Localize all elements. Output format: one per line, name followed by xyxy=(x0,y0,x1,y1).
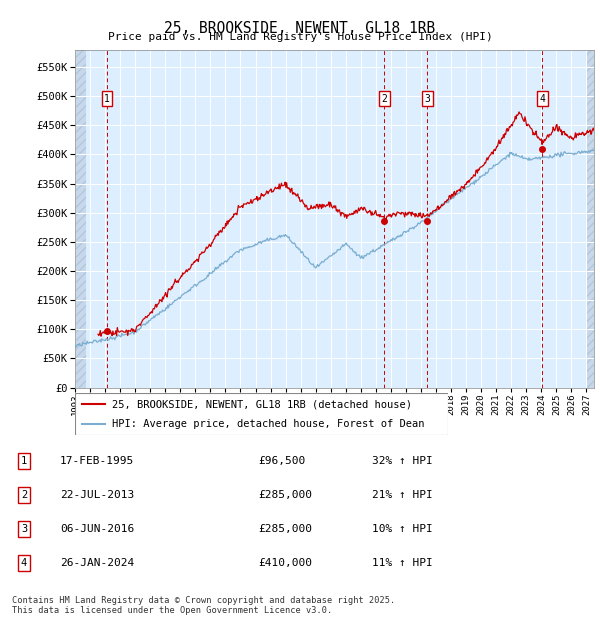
Text: 06-JUN-2016: 06-JUN-2016 xyxy=(60,524,134,534)
FancyBboxPatch shape xyxy=(75,393,448,435)
Text: 25, BROOKSIDE, NEWENT, GL18 1RB (detached house): 25, BROOKSIDE, NEWENT, GL18 1RB (detache… xyxy=(112,399,412,409)
Text: 17-FEB-1995: 17-FEB-1995 xyxy=(60,456,134,466)
Text: 1: 1 xyxy=(21,456,27,466)
Bar xyxy=(75,50,86,388)
Text: 4: 4 xyxy=(21,558,27,568)
Text: 10% ↑ HPI: 10% ↑ HPI xyxy=(372,524,433,534)
Text: 22-JUL-2013: 22-JUL-2013 xyxy=(60,490,134,500)
Text: 3: 3 xyxy=(21,524,27,534)
Text: 11% ↑ HPI: 11% ↑ HPI xyxy=(372,558,433,568)
Text: £96,500: £96,500 xyxy=(258,456,305,466)
Text: 2: 2 xyxy=(381,94,387,104)
Text: £285,000: £285,000 xyxy=(258,524,312,534)
Text: 21% ↑ HPI: 21% ↑ HPI xyxy=(372,490,433,500)
Bar xyxy=(586,50,594,388)
Text: 25, BROOKSIDE, NEWENT, GL18 1RB: 25, BROOKSIDE, NEWENT, GL18 1RB xyxy=(164,21,436,36)
Text: £285,000: £285,000 xyxy=(258,490,312,500)
Text: 4: 4 xyxy=(539,94,545,104)
Text: 2: 2 xyxy=(21,490,27,500)
Text: 32% ↑ HPI: 32% ↑ HPI xyxy=(372,456,433,466)
Text: 26-JAN-2024: 26-JAN-2024 xyxy=(60,558,134,568)
Text: 3: 3 xyxy=(425,94,430,104)
Text: Contains HM Land Registry data © Crown copyright and database right 2025.
This d: Contains HM Land Registry data © Crown c… xyxy=(12,596,395,615)
Text: Price paid vs. HM Land Registry's House Price Index (HPI): Price paid vs. HM Land Registry's House … xyxy=(107,32,493,42)
Text: HPI: Average price, detached house, Forest of Dean: HPI: Average price, detached house, Fore… xyxy=(112,419,425,429)
Text: £410,000: £410,000 xyxy=(258,558,312,568)
Text: 1: 1 xyxy=(104,94,110,104)
